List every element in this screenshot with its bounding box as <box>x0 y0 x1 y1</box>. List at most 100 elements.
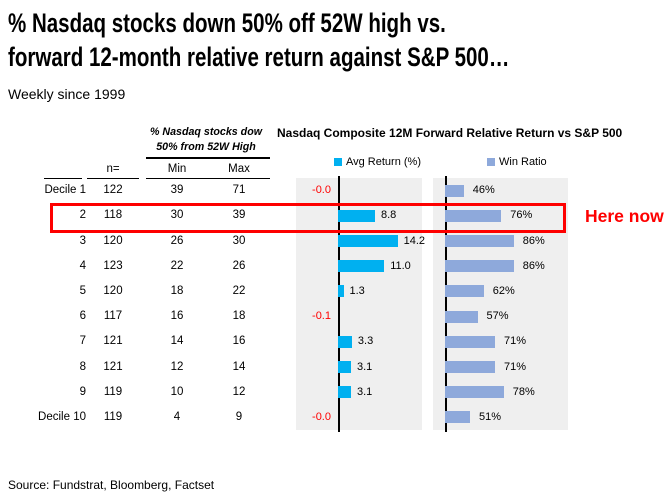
chart-title: Nasdaq Composite 12M Forward Relative Re… <box>277 126 623 140</box>
win-ratio-value-label-5: 62% <box>492 284 515 297</box>
table-row-9-max-value: 12 <box>232 385 246 398</box>
win-ratio-value-label-8: 71% <box>504 360 527 373</box>
table-span-header-line-2: 50% from 52W High <box>156 141 256 153</box>
win-ratio-bar-4 <box>445 260 514 273</box>
table-row-9-decile-label: 9 <box>79 385 86 398</box>
avg-return-value-label-10: -0.0 <box>312 410 331 423</box>
here-now-label: Here now <box>585 206 664 226</box>
table-row-3-n-value: 120 <box>103 234 123 247</box>
table-row-6-decile-label: 6 <box>79 310 86 323</box>
table-underline-minmax-cols <box>146 178 270 179</box>
avg-return-value-label-4: 11.0 <box>390 259 411 272</box>
win-ratio-bar-8 <box>445 361 495 373</box>
page-title-line-1: % Nasdaq stocks down 50% off 52W high vs… <box>8 8 446 38</box>
avg-return-value-label-6: -0.1 <box>312 310 331 323</box>
table-row-5-min-value: 18 <box>170 284 184 297</box>
win-ratio-bar-1 <box>445 184 464 197</box>
avg-return-value-label-2: 8.8 <box>381 209 397 222</box>
table-underline-label-col <box>44 178 82 179</box>
table-col-header-min: Min <box>167 163 187 175</box>
win-ratio-legend-swatch-icon <box>487 158 495 166</box>
table-row-7-decile-label: 7 <box>79 335 86 348</box>
table-header-thick-rule <box>146 157 270 159</box>
table-span-header-line-1: % Nasdaq stocks dow <box>149 126 263 138</box>
win-ratio-bar-6 <box>445 310 478 323</box>
win-ratio-value-label-10: 51% <box>479 410 502 423</box>
table-row-6-n-value: 117 <box>103 310 123 323</box>
table-row-1-max-value: 71 <box>232 184 246 197</box>
win-ratio-y-axis <box>445 176 447 432</box>
table-row-2-max-value: 39 <box>232 209 246 222</box>
table-row-8-min-value: 12 <box>170 360 184 373</box>
avg-return-bar-7 <box>338 335 352 348</box>
table-underline-n-col <box>87 178 139 179</box>
legend-label-win-ratio: Win Ratio <box>499 156 547 168</box>
table-col-header-n: n= <box>106 163 120 175</box>
table-row-3-min-value: 26 <box>170 234 184 247</box>
table-row-2-decile-label: 2 <box>79 209 86 222</box>
avg-return-value-label-9: 3.1 <box>357 385 373 398</box>
legend-item-avg-return: Avg Return (%) <box>334 156 421 168</box>
table-row-5-decile-label: 5 <box>79 284 86 297</box>
table-row-4-n-value: 123 <box>103 259 123 272</box>
table-row-4-max-value: 26 <box>232 259 246 272</box>
avg-return-bar-8 <box>338 361 351 373</box>
here-now-highlight-box <box>50 203 566 233</box>
win-ratio-bar-9 <box>445 386 504 399</box>
avg-return-bar-9 <box>338 386 351 399</box>
table-row-4-decile-label: 4 <box>79 259 86 272</box>
avg-return-value-label-8: 3.1 <box>357 360 373 373</box>
table-row-3-decile-label: 3 <box>79 234 86 247</box>
table-row-10-n-value: 119 <box>103 410 123 423</box>
avg-return-bar-2 <box>338 209 375 222</box>
avg-return-value-label-7: 3.3 <box>357 335 374 348</box>
win-ratio-bar-10 <box>445 411 470 424</box>
source-line: Source: Fundstrat, Bloomberg, Factset <box>8 478 215 492</box>
table-row-1-decile-label: Decile 1 <box>44 184 86 197</box>
legend-item-win-ratio: Win Ratio <box>487 156 547 168</box>
table-row-7-n-value: 121 <box>103 335 123 348</box>
win-ratio-value-label-6: 57% <box>486 310 509 323</box>
table-row-8-decile-label: 8 <box>79 360 86 373</box>
page-subtitle: Weekly since 1999 <box>8 86 126 102</box>
table-row-7-max-value: 16 <box>232 335 246 348</box>
table-row-8-max-value: 14 <box>232 360 246 373</box>
avg-return-bar-4 <box>338 260 385 273</box>
win-ratio-bar-7 <box>445 335 495 348</box>
avg-return-y-axis <box>338 176 340 432</box>
table-row-10-min-value: 4 <box>173 410 181 423</box>
table-row-7-min-value: 14 <box>170 335 184 348</box>
win-ratio-bar-5 <box>445 285 484 298</box>
avg-return-value-label-5: 1.3 <box>349 284 365 297</box>
win-ratio-bar-3 <box>445 235 514 247</box>
avg-return-legend-swatch-icon <box>334 158 342 166</box>
table-row-5-n-value: 120 <box>103 284 123 297</box>
table-row-8-n-value: 121 <box>103 360 123 373</box>
avg-return-value-label-3: 14.2 <box>403 234 426 247</box>
table-row-5-max-value: 22 <box>232 284 246 297</box>
table-row-6-min-value: 16 <box>170 310 184 323</box>
table-row-1-n-value: 122 <box>103 184 123 197</box>
table-row-4-min-value: 22 <box>170 259 184 272</box>
table-row-9-n-value: 119 <box>103 385 123 398</box>
win-ratio-value-label-1: 46% <box>472 184 495 197</box>
page-title-line-2: forward 12-month relative return against… <box>8 42 510 72</box>
table-row-6-max-value: 18 <box>232 310 246 323</box>
table-row-10-max-value: 9 <box>235 410 243 423</box>
win-ratio-value-label-3: 86% <box>522 234 545 247</box>
win-ratio-value-label-2: 76% <box>510 209 533 222</box>
win-ratio-value-label-7: 71% <box>504 335 527 348</box>
table-row-2-n-value: 118 <box>103 209 123 222</box>
avg-return-bar-3 <box>338 235 398 247</box>
win-ratio-value-label-4: 86% <box>522 259 545 272</box>
table-row-2-min-value: 30 <box>170 209 184 222</box>
table-row-1-min-value: 39 <box>170 184 184 197</box>
avg-return-value-label-1: -0.0 <box>312 184 331 197</box>
table-col-header-max: Max <box>228 163 250 175</box>
avg-return-bar-5 <box>338 285 344 298</box>
win-ratio-bar-2 <box>445 209 502 222</box>
table-span-header: % Nasdaq stocks dow 50% from 52W High <box>142 125 270 155</box>
table-row-9-min-value: 10 <box>170 385 184 398</box>
table-row-3-max-value: 30 <box>232 234 246 247</box>
